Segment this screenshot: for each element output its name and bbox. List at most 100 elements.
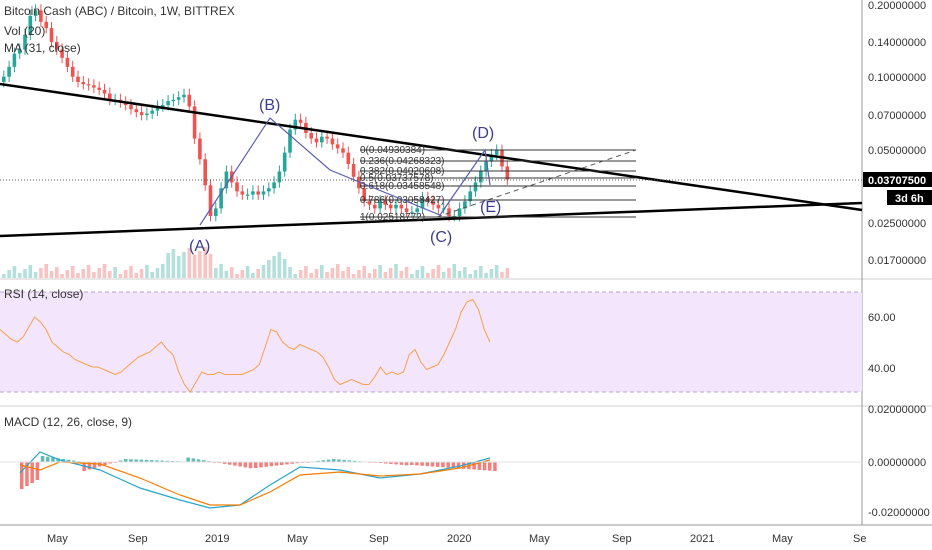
candle-body: [60, 49, 64, 58]
volume-bar: [55, 267, 59, 278]
rsi-band: [0, 292, 862, 392]
candle-body: [139, 112, 144, 116]
volume-bar: [97, 268, 101, 278]
candle-body: [346, 152, 351, 165]
volume-bar: [277, 252, 282, 278]
volume-bar: [245, 266, 250, 278]
volume-bar: [489, 269, 494, 278]
macd-bar: [139, 459, 144, 462]
fib-retracement[interactable]: [360, 149, 637, 218]
volume-bar: [81, 269, 86, 278]
time-label: Sep: [612, 533, 632, 545]
candle-body: [479, 171, 483, 183]
price-axis[interactable]: 0.20000000 0.14000000 0.10000000 0.07000…: [868, 0, 926, 267]
lower-trendline[interactable]: [0, 201, 863, 238]
candle-body: [505, 166, 510, 180]
volume-bar: [431, 269, 435, 278]
macd-bar: [155, 460, 159, 462]
volume-bar: [282, 259, 287, 278]
candle-body: [404, 208, 409, 213]
candle-body: [341, 148, 345, 153]
fib-level-label: 0.382(0.04020608): [360, 166, 445, 177]
volume-bar: [500, 272, 504, 278]
volume-label: Vol (20): [4, 24, 45, 38]
upper-trendline[interactable]: [0, 82, 863, 212]
volume-bar: [182, 252, 186, 278]
countdown-value: 3d 6h: [895, 193, 924, 205]
macd-bar: [493, 462, 497, 471]
price-tick: 0.20000000: [868, 0, 926, 12]
volume-bar: [373, 269, 377, 278]
candle-body: [320, 136, 324, 143]
symbol-title: Bitcoin Cash (ABC) / Bitcoin, 1W, BITTRE…: [4, 4, 235, 18]
candle-body: [282, 152, 287, 172]
time-label: 2019: [205, 533, 229, 545]
volume-bar: [314, 269, 319, 278]
candle-body: [309, 133, 313, 139]
candle-body: [81, 82, 86, 85]
volume-bar: [441, 272, 446, 278]
macd-bar: [378, 462, 383, 464]
current-price-badge: [863, 172, 932, 187]
volume-bar: [214, 268, 218, 278]
volume-bar: [351, 274, 356, 278]
candle-body: [463, 201, 467, 209]
macd-bar: [56, 458, 60, 462]
macd-bar: [40, 456, 45, 462]
volume-bar: [494, 265, 499, 278]
fib-level-label: 0.786(0.03058427): [360, 195, 445, 206]
macd-bar: [332, 459, 336, 462]
macd-bar: [347, 460, 352, 462]
volume-bar: [65, 270, 70, 278]
volume-bar: [394, 264, 398, 278]
macd-bar: [202, 460, 206, 462]
volume-bar: [123, 270, 128, 278]
volume-bar: [129, 266, 133, 278]
candle-body: [187, 94, 192, 107]
time-axis[interactable]: May Sep 2019 May Sep 2020 May Sep 2021 M…: [47, 533, 866, 545]
candle-body: [76, 76, 80, 83]
volume-bar: [463, 267, 467, 278]
signal-line: [19, 459, 491, 506]
macd-bar: [321, 460, 326, 462]
macd-bar: [160, 460, 164, 462]
candle-body: [198, 138, 202, 160]
macd-bar: [118, 460, 123, 462]
candle-body: [108, 93, 112, 100]
candle-body: [457, 208, 462, 217]
macd-bar: [326, 459, 331, 462]
volume-bar: [399, 271, 404, 278]
candle-body: [192, 106, 197, 139]
macd-bar: [269, 462, 274, 467]
macd-bar: [410, 462, 414, 465]
macd-bar: [20, 462, 24, 489]
candle-body: [171, 99, 176, 102]
volume-bar: [92, 272, 96, 278]
fib-level-label: 0.236(0.04268323): [360, 156, 445, 167]
macd-bar: [51, 457, 55, 462]
fib-diagonal: [436, 149, 637, 218]
volume-bar: [171, 249, 176, 278]
candle-body: [288, 129, 292, 153]
macd-bar: [430, 462, 435, 467]
volume-bar: [33, 272, 38, 278]
volume-bar: [272, 256, 276, 278]
candle-body: [330, 138, 335, 145]
macd-bar: [222, 462, 227, 464]
candle-body: [92, 85, 96, 88]
volume-bar: [484, 273, 488, 278]
candle-body: [436, 204, 441, 209]
macd-bar: [436, 462, 440, 467]
macd-bar: [384, 462, 388, 464]
current-price-value: 0.03707500: [868, 175, 926, 187]
volume-bar: [367, 273, 372, 278]
volume-bar: [113, 267, 117, 278]
macd-bar: [420, 462, 424, 466]
candle-body: [335, 144, 340, 149]
candle-body: [415, 208, 419, 213]
volume-bar: [60, 274, 64, 278]
wave-label-a: (A): [189, 238, 210, 255]
macd-bar: [399, 462, 404, 465]
volume-bar: [49, 271, 54, 278]
time-label: May: [47, 533, 68, 545]
